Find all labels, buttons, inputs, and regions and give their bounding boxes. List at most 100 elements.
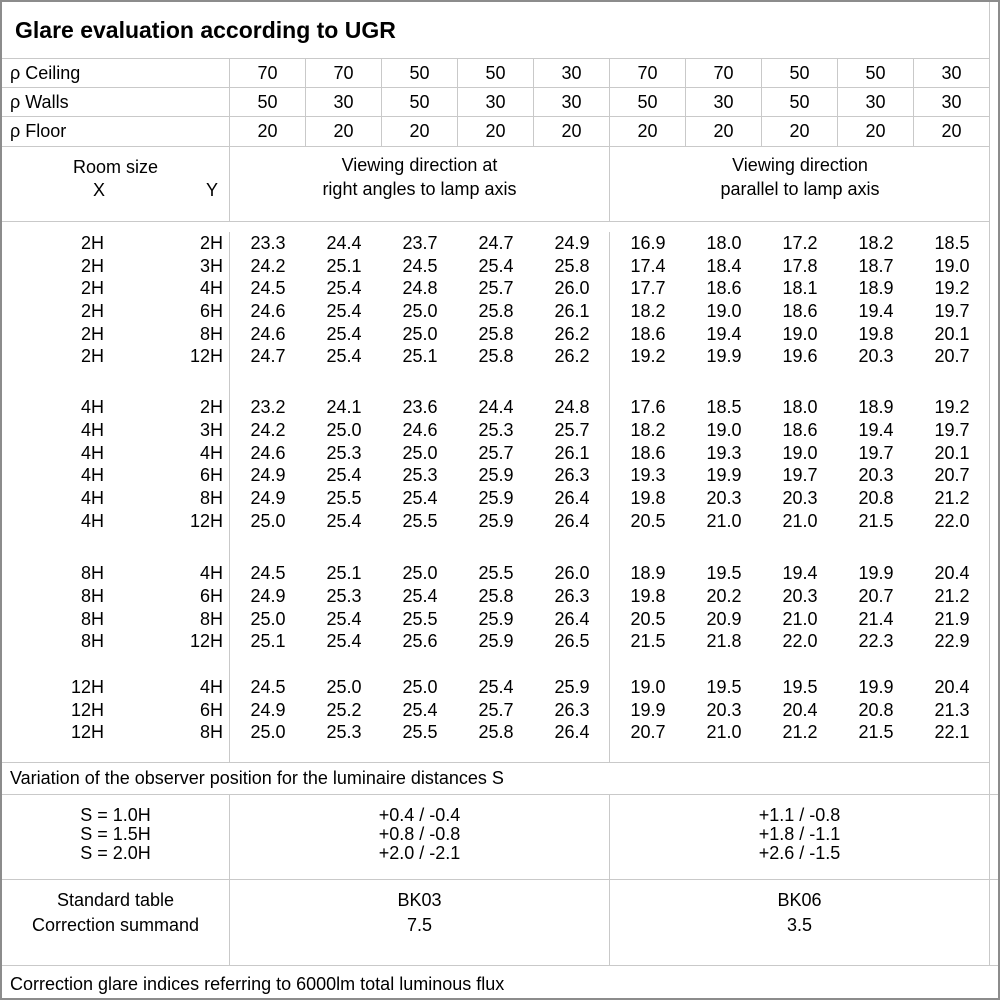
standard-parallel-value: BK06 xyxy=(777,890,822,910)
ugr-value: 19.0 xyxy=(706,301,742,322)
room-y-label: 3H xyxy=(199,419,223,440)
spacing-filler xyxy=(990,795,998,879)
ugr-value: 19.0 xyxy=(782,323,818,344)
room-x-label: 2H xyxy=(80,323,104,344)
ugr-value: 26.3 xyxy=(554,699,590,720)
reflectance-value: 30 xyxy=(458,88,534,117)
ugr-value: 25.8 xyxy=(478,323,514,344)
reflectance-value: 20 xyxy=(306,117,382,147)
ugr-value: 25.3 xyxy=(326,722,362,743)
grid-line xyxy=(2,762,990,763)
ugr-value: 21.0 xyxy=(706,510,742,531)
standard-right-angles-value: BK03 xyxy=(397,890,442,910)
room-y-label: 6H xyxy=(199,585,223,606)
ugr-value: 25.0 xyxy=(402,442,438,463)
ugr-value: 16.9 xyxy=(630,233,666,253)
ugr-value: 25.5 xyxy=(478,563,514,584)
room-size-header: Room size X Y xyxy=(2,147,230,222)
ugr-value: 25.9 xyxy=(478,465,514,486)
room-x-label: 4H xyxy=(80,487,104,508)
reflectance-value: 50 xyxy=(382,88,458,117)
standard-parallel-value: 3.5 xyxy=(786,915,813,935)
ugr-value: 25.6 xyxy=(402,631,438,652)
reflectance-value: 20 xyxy=(382,117,458,147)
s-parallel-value: +2.6 / -1.5 xyxy=(758,843,841,863)
ugr-row: 12H 8H 25.0 25.3 25.5 25.8 26.4 20.7 21.0 21.2 21.… xyxy=(2,721,998,744)
s-right-angles-value: +0.4 / -0.4 xyxy=(378,805,461,825)
ugr-row: 12H 6H 24.9 25.2 25.4 25.7 26.3 19.9 20.3 20.4 20.… xyxy=(2,699,998,722)
room-y-label: 4H xyxy=(199,442,223,463)
viewing-direction-parallel-line2: parallel to lamp axis xyxy=(720,179,880,199)
reflectance-value: 20 xyxy=(230,117,306,147)
ugr-row: 2H 6H 24.6 25.4 25.0 25.8 26.1 18.2 19.0 18.6 19.4… xyxy=(2,300,998,323)
table-header-row: Room size X Y Viewing direction at right… xyxy=(2,147,998,222)
room-y-header: Y xyxy=(205,180,218,200)
s-right-angles-value: +2.0 / -2.1 xyxy=(378,843,461,863)
reflectance-value: 20 xyxy=(610,117,686,147)
ugr-value: 25.9 xyxy=(478,631,514,652)
ugr-block: 2H 2H 23.3 24.4 23.7 24.7 24.9 16.9 18.0 17.2 18.2… xyxy=(2,232,998,368)
ugr-value: 20.5 xyxy=(630,608,666,629)
room-x-label: 12H xyxy=(70,699,104,720)
ugr-value: 19.8 xyxy=(630,487,666,508)
ugr-value: 19.8 xyxy=(630,585,666,606)
ugr-value: 19.5 xyxy=(706,677,742,697)
ugr-value: 19.7 xyxy=(934,301,970,322)
ugr-value: 24.9 xyxy=(250,699,286,720)
ugr-value: 25.3 xyxy=(326,442,362,463)
room-x-label: 8H xyxy=(80,585,104,606)
ugr-value: 22.0 xyxy=(934,510,970,531)
ugr-value: 25.4 xyxy=(402,487,438,508)
ugr-value: 18.1 xyxy=(782,278,818,299)
ugr-value: 26.2 xyxy=(554,346,590,367)
s-right-angles-col: +0.4 / -0.4 +0.8 / -0.8 +2.0 / -2.1 xyxy=(230,795,610,879)
ugr-row: 4H 6H 24.9 25.4 25.3 25.9 26.3 19.3 19.9 19.7 20.3… xyxy=(2,464,998,487)
ugr-value: 26.4 xyxy=(554,510,590,531)
viewing-direction-parallel-line1: Viewing direction xyxy=(732,155,868,175)
ugr-value: 25.8 xyxy=(478,722,514,743)
ugr-value: 25.8 xyxy=(478,346,514,367)
reflectance-value: 70 xyxy=(306,59,382,88)
ugr-value: 25.0 xyxy=(402,563,438,584)
ugr-value: 25.0 xyxy=(326,677,362,697)
ugr-value: 18.6 xyxy=(630,442,666,463)
room-x-label: 12H xyxy=(70,722,104,743)
ugr-value: 21.0 xyxy=(782,608,818,629)
ugr-value: 19.9 xyxy=(858,563,894,584)
standard-section: Standard table Correction summand BK03 7.5… xyxy=(2,880,998,966)
reflectance-value: 30 xyxy=(838,88,914,117)
ugr-value: 26.4 xyxy=(554,487,590,508)
ugr-value: 19.3 xyxy=(706,442,742,463)
ugr-value: 18.2 xyxy=(630,419,666,440)
ugr-value: 19.4 xyxy=(858,419,894,440)
reflectance-value: 50 xyxy=(762,59,838,88)
ugr-value: 17.8 xyxy=(782,255,818,276)
ugr-value: 24.5 xyxy=(402,255,438,276)
ugr-value: 25.0 xyxy=(402,301,438,322)
ugr-value: 25.5 xyxy=(326,487,362,508)
ugr-row: 2H 2H 23.3 24.4 23.7 24.7 24.9 16.9 18.0 17.2 18.2… xyxy=(2,232,998,255)
room-x-label: 4H xyxy=(80,510,104,531)
ugr-value: 25.0 xyxy=(250,510,286,531)
ugr-value: 24.5 xyxy=(250,677,286,697)
ugr-row: 2H 12H 24.7 25.4 25.1 25.8 26.2 19.2 19.9 19.6 20.… xyxy=(2,345,998,368)
viewing-direction-right-angles-line1: Viewing direction at xyxy=(341,155,498,175)
ugr-value: 18.0 xyxy=(706,233,742,253)
ugr-value: 20.7 xyxy=(858,585,894,606)
ugr-row: 4H 2H 23.2 24.1 23.6 24.4 24.8 17.6 18.5 18.0 18.9… xyxy=(2,396,998,419)
reflectance-value: 30 xyxy=(914,59,990,88)
ugr-value: 20.1 xyxy=(934,442,970,463)
reflectance-row-label: ρ Walls xyxy=(2,88,230,117)
ugr-value: 25.2 xyxy=(326,699,362,720)
ugr-row: 2H 8H 24.6 25.4 25.0 25.8 26.2 18.6 19.4 19.0 19.8… xyxy=(2,323,998,346)
ugr-value: 26.0 xyxy=(554,278,590,299)
ugr-value: 18.7 xyxy=(858,255,894,276)
ugr-value: 21.5 xyxy=(630,631,666,652)
ugr-row: 8H 8H 25.0 25.4 25.5 25.9 26.4 20.5 20.9 21.0 21.4… xyxy=(2,608,998,631)
ugr-value: 25.1 xyxy=(250,631,286,652)
reflectance-value: 50 xyxy=(838,59,914,88)
ugr-value: 25.7 xyxy=(478,278,514,299)
ugr-value: 24.9 xyxy=(554,233,590,253)
ugr-value: 20.3 xyxy=(858,465,894,486)
row-filler xyxy=(990,88,998,117)
